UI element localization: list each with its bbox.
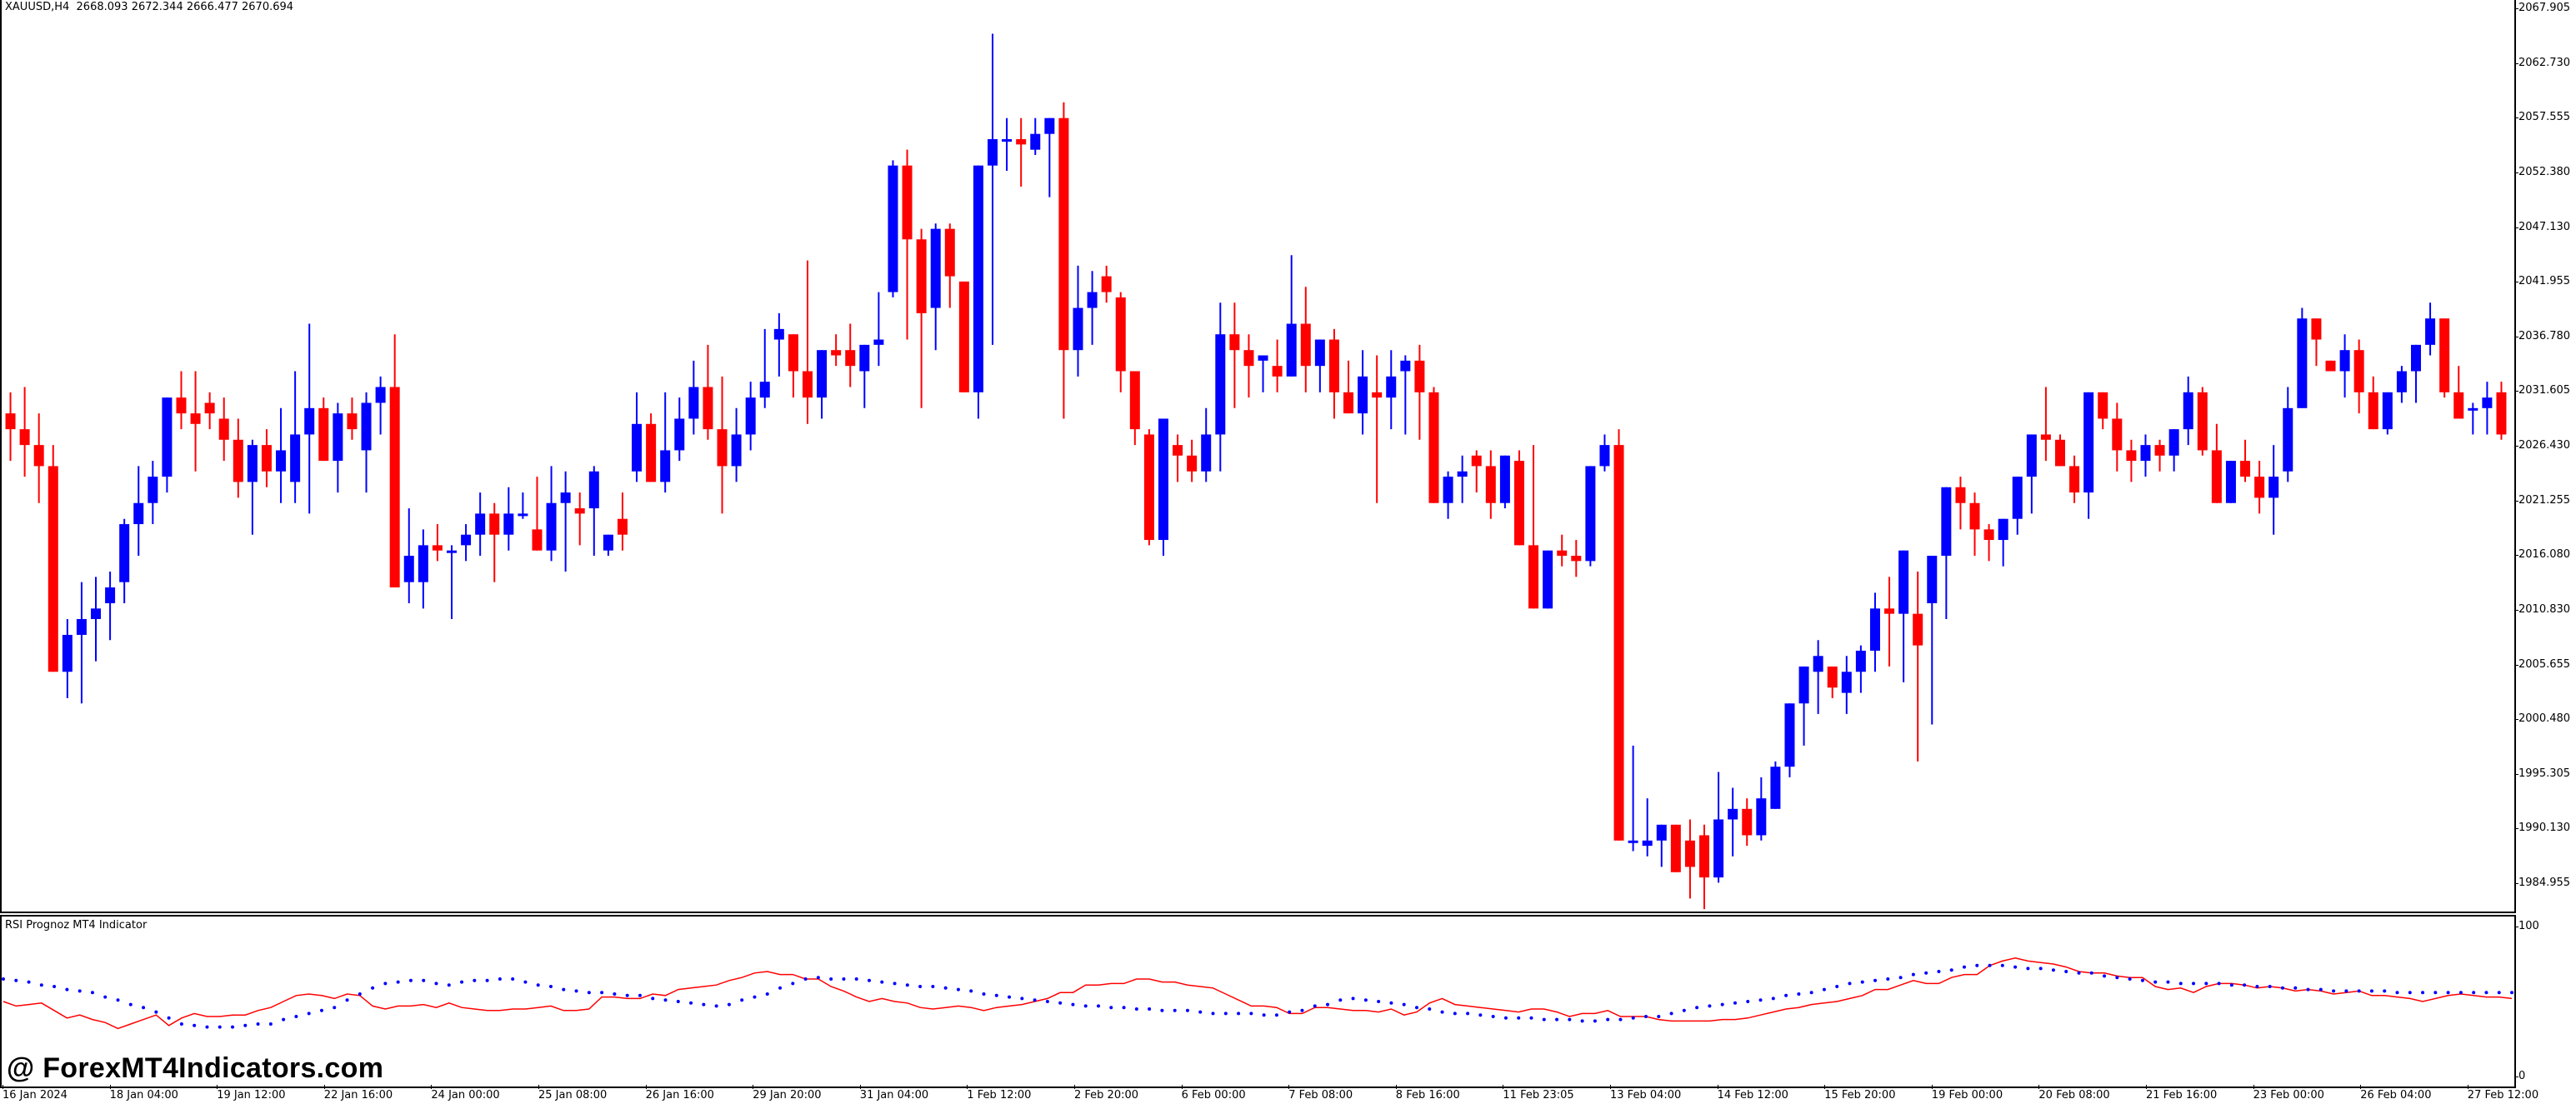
time-tick: 8 Feb 16:00 [1395,1085,1460,1102]
price-tick: 2062.730 [2514,56,2571,69]
time-tick: 25 Jan 08:00 [538,1085,608,1102]
time-tick: 2 Feb 20:00 [1074,1085,1139,1102]
price-tick: 2026.430 [2514,439,2571,452]
price-tick: 2036.780 [2514,329,2571,342]
time-tick: 31 Jan 04:00 [859,1085,929,1102]
price-tick: 1990.130 [2514,822,2571,835]
chart-title: XAUUSD,H4 2668.093 2672.344 2666.477 267… [5,1,294,13]
price-tick: 2047.130 [2514,220,2571,233]
time-tick: 11 Feb 23:05 [1503,1085,1574,1102]
indicator-panel[interactable] [0,915,2516,1088]
price-tick: 2067.905 [2514,2,2571,14]
time-tick: 26 Feb 04:00 [2360,1085,2432,1102]
time-tick: 23 Feb 00:00 [2253,1085,2324,1102]
time-tick: 26 Jan 16:00 [645,1085,714,1102]
time-tick: 6 Feb 00:00 [1181,1085,1246,1102]
time-tick: 14 Feb 12:00 [1717,1085,1788,1102]
indicator-scale-min: 0 [2514,1070,2526,1082]
time-tick: 1 Feb 12:00 [967,1085,1032,1102]
price-tick: 1984.955 [2514,877,2571,889]
price-tick: 2041.955 [2514,275,2571,288]
time-tick: 13 Feb 04:00 [1610,1085,1682,1102]
indicator-title: RSI Prognoz MT4 Indicator [5,919,148,932]
time-tick: 7 Feb 08:00 [1288,1085,1353,1102]
time-tick: 24 Jan 00:00 [431,1085,500,1102]
time-tick: 29 Jan 20:00 [753,1085,822,1102]
price-tick: 2057.555 [2514,111,2571,123]
time-tick: 16 Jan 2024 [3,1085,68,1102]
time-tick: 19 Jan 12:00 [217,1085,286,1102]
watermark: @ ForexMT4Indicators.com [7,1052,384,1084]
price-tick: 2031.605 [2514,384,2571,397]
price-tick: 2000.480 [2514,712,2571,726]
price-tick: 2016.080 [2514,548,2571,561]
price-tick: 2005.655 [2514,657,2571,671]
time-tick: 20 Feb 08:00 [2038,1085,2110,1102]
time-tick: 27 Feb 12:00 [2467,1085,2539,1102]
time-tick: 15 Feb 20:00 [1824,1085,1896,1102]
price-tick: 2021.255 [2514,493,2571,507]
time-tick: 19 Feb 00:00 [1931,1085,2003,1102]
price-tick: 2052.380 [2514,165,2571,178]
time-tick: 18 Jan 04:00 [109,1085,178,1102]
indicator-scale-max: 100 [2515,920,2539,932]
price-tick: 1995.305 [2514,767,2571,780]
time-tick: 22 Jan 16:00 [323,1085,393,1102]
time-tick: 21 Feb 16:00 [2146,1085,2218,1102]
price-tick: 2010.830 [2514,603,2571,617]
main-chart-panel[interactable] [0,0,2516,913]
